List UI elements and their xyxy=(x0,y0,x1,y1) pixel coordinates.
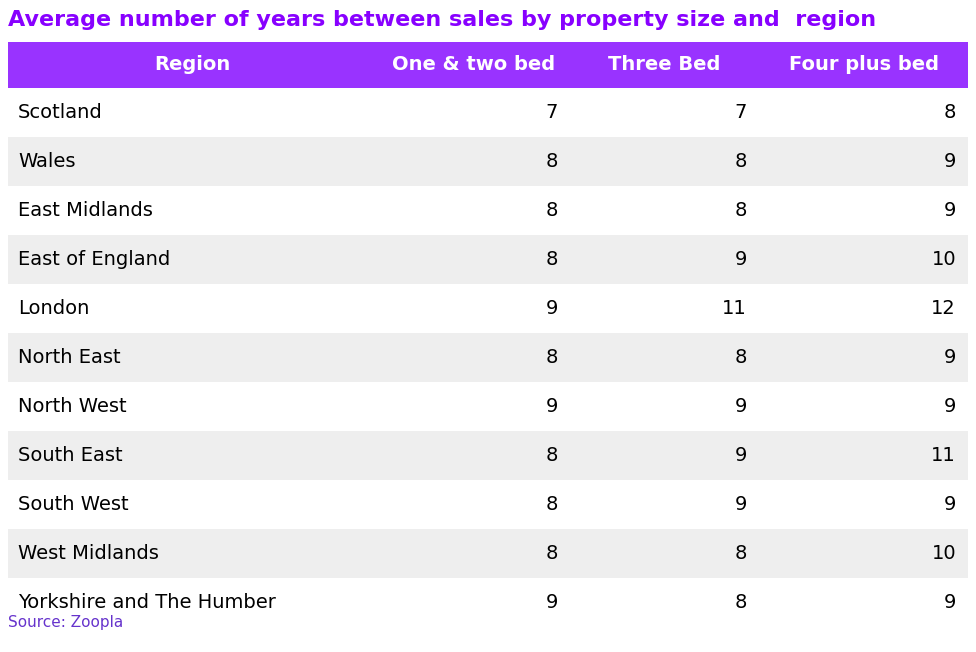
Bar xyxy=(8,186,376,235)
Text: Average number of years between sales by property size and  region: Average number of years between sales by… xyxy=(8,10,876,30)
Text: East Midlands: East Midlands xyxy=(18,201,153,220)
Text: East of England: East of England xyxy=(18,250,170,269)
Bar xyxy=(759,578,968,627)
Bar xyxy=(570,137,759,186)
Text: 12: 12 xyxy=(931,299,956,318)
Text: South East: South East xyxy=(18,446,123,465)
Bar xyxy=(759,42,968,88)
Text: 9: 9 xyxy=(944,152,956,171)
Text: 11: 11 xyxy=(722,299,747,318)
Text: Four plus bed: Four plus bed xyxy=(789,55,939,74)
Text: London: London xyxy=(18,299,90,318)
Bar xyxy=(570,431,759,480)
Bar xyxy=(8,578,376,627)
Text: Three Bed: Three Bed xyxy=(608,55,720,74)
Bar xyxy=(570,529,759,578)
Bar xyxy=(570,235,759,284)
Bar xyxy=(8,42,376,88)
Bar xyxy=(759,480,968,529)
Bar xyxy=(376,88,570,137)
Bar xyxy=(376,42,570,88)
Bar xyxy=(8,88,376,137)
Bar xyxy=(376,284,570,333)
Text: 9: 9 xyxy=(546,397,558,416)
Bar xyxy=(570,284,759,333)
Text: 9: 9 xyxy=(944,348,956,367)
Text: 9: 9 xyxy=(944,201,956,220)
Bar xyxy=(8,382,376,431)
Bar xyxy=(759,529,968,578)
Text: 8: 8 xyxy=(546,250,558,269)
Bar xyxy=(8,333,376,382)
Bar xyxy=(570,88,759,137)
Text: 8: 8 xyxy=(735,544,747,563)
Bar xyxy=(376,480,570,529)
Text: 9: 9 xyxy=(546,299,558,318)
Text: North West: North West xyxy=(18,397,127,416)
Bar xyxy=(8,480,376,529)
Text: North East: North East xyxy=(18,348,121,367)
Text: 9: 9 xyxy=(735,250,747,269)
Bar xyxy=(8,235,376,284)
Bar xyxy=(376,333,570,382)
Bar xyxy=(759,333,968,382)
Bar xyxy=(8,431,376,480)
Text: 8: 8 xyxy=(735,201,747,220)
Text: 8: 8 xyxy=(546,446,558,465)
Text: 10: 10 xyxy=(931,544,956,563)
Bar xyxy=(570,480,759,529)
Text: 9: 9 xyxy=(944,593,956,612)
Text: 10: 10 xyxy=(931,250,956,269)
Text: 8: 8 xyxy=(546,152,558,171)
Bar xyxy=(8,529,376,578)
Bar xyxy=(376,382,570,431)
Bar xyxy=(759,382,968,431)
Text: Region: Region xyxy=(154,55,230,74)
Text: Wales: Wales xyxy=(18,152,75,171)
Text: 11: 11 xyxy=(931,446,956,465)
Text: Scotland: Scotland xyxy=(18,103,102,122)
Bar xyxy=(570,42,759,88)
Text: 8: 8 xyxy=(735,348,747,367)
Bar xyxy=(376,137,570,186)
Text: 8: 8 xyxy=(735,593,747,612)
Bar xyxy=(759,137,968,186)
Text: 9: 9 xyxy=(735,397,747,416)
Text: 9: 9 xyxy=(546,593,558,612)
Bar xyxy=(8,137,376,186)
Text: 7: 7 xyxy=(546,103,558,122)
Text: 8: 8 xyxy=(546,348,558,367)
Bar xyxy=(376,235,570,284)
Bar xyxy=(376,529,570,578)
Bar xyxy=(570,382,759,431)
Text: One & two bed: One & two bed xyxy=(391,55,554,74)
Text: 7: 7 xyxy=(735,103,747,122)
Bar xyxy=(759,88,968,137)
Text: 8: 8 xyxy=(546,495,558,514)
Bar xyxy=(376,186,570,235)
Text: Source: Zoopla: Source: Zoopla xyxy=(8,615,123,630)
Bar xyxy=(759,235,968,284)
Bar xyxy=(570,578,759,627)
Text: 9: 9 xyxy=(944,495,956,514)
Bar xyxy=(759,186,968,235)
Text: 8: 8 xyxy=(546,201,558,220)
Text: 9: 9 xyxy=(944,397,956,416)
Text: 8: 8 xyxy=(735,152,747,171)
Text: 8: 8 xyxy=(546,544,558,563)
Text: Yorkshire and The Humber: Yorkshire and The Humber xyxy=(18,593,276,612)
Bar xyxy=(376,431,570,480)
Text: 8: 8 xyxy=(944,103,956,122)
Text: 9: 9 xyxy=(735,446,747,465)
Bar xyxy=(759,284,968,333)
Text: West Midlands: West Midlands xyxy=(18,544,159,563)
Bar xyxy=(376,578,570,627)
Text: South West: South West xyxy=(18,495,129,514)
Bar xyxy=(570,333,759,382)
Bar xyxy=(570,186,759,235)
Bar xyxy=(759,431,968,480)
Bar xyxy=(8,284,376,333)
Text: 9: 9 xyxy=(735,495,747,514)
